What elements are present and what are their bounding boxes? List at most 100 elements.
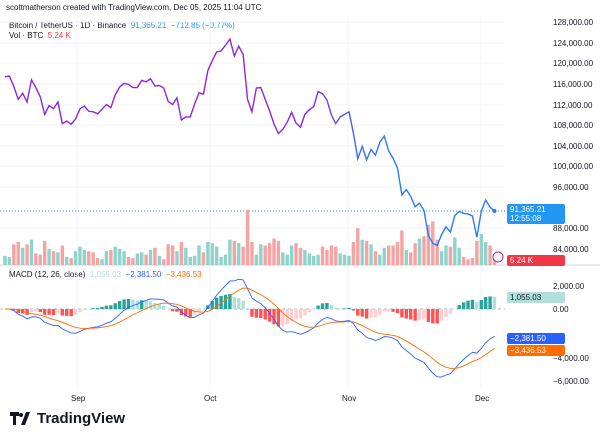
macd-histogram-bar [144,300,148,309]
macd-histogram-bar [73,309,78,315]
macd-hist-tag: 1,055.03 [507,292,565,303]
volume-bar [417,238,422,265]
volume-bar [448,246,453,265]
macd-histogram-bar [254,309,259,318]
volume-bar [281,252,285,265]
volume-bar [78,246,82,265]
macd-histogram-bar [197,309,201,312]
macd-histogram-bar [219,295,223,309]
volume-bar [373,251,378,265]
volume-bar [206,242,210,265]
volume-bar [210,243,214,265]
volume-bar [289,245,294,265]
volume-bar [347,255,351,265]
last-price-dot [492,209,497,214]
macd-histogram-bar [307,309,311,313]
volume-bar [470,258,475,265]
macd-histogram-bar [444,309,448,317]
volume-bar [65,256,69,265]
volume-bar [100,259,104,265]
macd-histogram-bar [153,302,157,309]
volume-bar [479,233,483,265]
tradingview-logo[interactable]: TradingView [10,410,125,427]
volume-tag: 5.24 K [507,255,565,266]
volume-bar [144,254,148,265]
volume-bar [320,246,325,265]
volume-bar [294,243,298,265]
macd-tick-label: −4,000.00 [553,354,589,363]
chart-canvas[interactable]: 128,000.00 124,000.00 120,000.00 116,000.00… [0,0,600,405]
macd-hist-value: 1,055.03 [89,270,122,279]
volume-bar [157,255,162,265]
macd-histogram-bar [109,305,113,309]
volume-bar [16,242,20,265]
volume-bar [29,239,34,265]
volume-bar [272,238,276,265]
macd-histogram-bar [223,294,228,309]
macd-histogram-bar [175,309,179,312]
macd-label[interactable]: MACD (12, 26, close) [9,270,86,279]
macd-histogram-bar [210,301,214,309]
price-tick-label: 112,000.00 [553,101,593,110]
symbol-legend: Bitcoin / TetherUS · 1D · Binance 91,365… [9,21,235,30]
macd-histogram-bar [281,309,285,327]
volume-bar [237,243,241,265]
last-price-tag-value: 91,365.21 [510,205,546,214]
volume-bar [135,253,139,265]
macd-histogram-bar [303,309,307,316]
macd-histogram-bar [237,298,241,309]
volume-bar [325,250,329,265]
macd-histogram-bar [60,309,65,316]
macd-histogram-bar [413,309,417,321]
macd-histogram-bar [214,297,219,309]
macd-histogram-bar [25,309,29,315]
macd-histogram-bar [298,309,303,319]
price-tick-label: 120,000.00 [553,59,594,68]
macd-histogram-bar [65,309,69,316]
macd-histogram-bar [241,300,245,309]
macd-tick-label: 0.00 [553,305,569,314]
volume-bar [51,251,56,265]
bar-countdown: 12:55:08 [510,214,542,223]
price-tick-label: 116,000.00 [553,80,593,89]
price-tick-label: 96,000.00 [553,183,589,192]
macd-histogram-bar [378,309,382,315]
last-price: 91,365.21 [130,21,167,30]
time-tick-label: Dec [475,394,489,403]
macd-histogram-bar [382,309,386,312]
volume-bar [117,248,122,265]
volume-bar [219,256,223,265]
volume-bar [254,254,259,265]
volume-bar [109,250,113,265]
volume-label[interactable]: Vol · BTC [9,31,44,40]
macd-histogram-bar [117,301,122,309]
volume-bar [7,256,12,265]
volume-bar [87,251,91,265]
volume-bar [73,251,78,265]
volume-legend: Vol · BTC 5.24 K [9,31,71,40]
volume-bar [245,209,250,265]
volume-bar [329,245,334,265]
macd-histogram-bar [329,305,334,309]
macd-histogram-bar [267,309,272,322]
macd-histogram-bar [369,309,373,318]
macd-histogram-bar [263,309,267,320]
volume-bar [122,251,126,265]
last-price-tag: 91,365.21 12:55:08 [507,204,565,224]
macd-histogram-bar [122,299,126,309]
volume-bar [201,252,206,265]
macd-histogram-bar [320,303,325,309]
macd-histogram-bar [488,296,492,309]
volume-bar [334,246,338,265]
price-tick-label: 84,000.00 [553,245,589,254]
symbol-name[interactable]: Bitcoin / TetherUS · 1D · Binance [9,21,127,30]
macd-histogram-bar [157,304,162,309]
macd-histogram-bar [347,307,351,309]
volume-bar [69,258,73,265]
volume-bar [475,240,479,265]
macd-signal-value: −3,436.53 [165,270,202,279]
macd-histogram-bar [201,309,206,310]
volume-bar [338,253,342,265]
macd-histogram-bar [232,296,237,309]
volume-bar [42,240,47,265]
